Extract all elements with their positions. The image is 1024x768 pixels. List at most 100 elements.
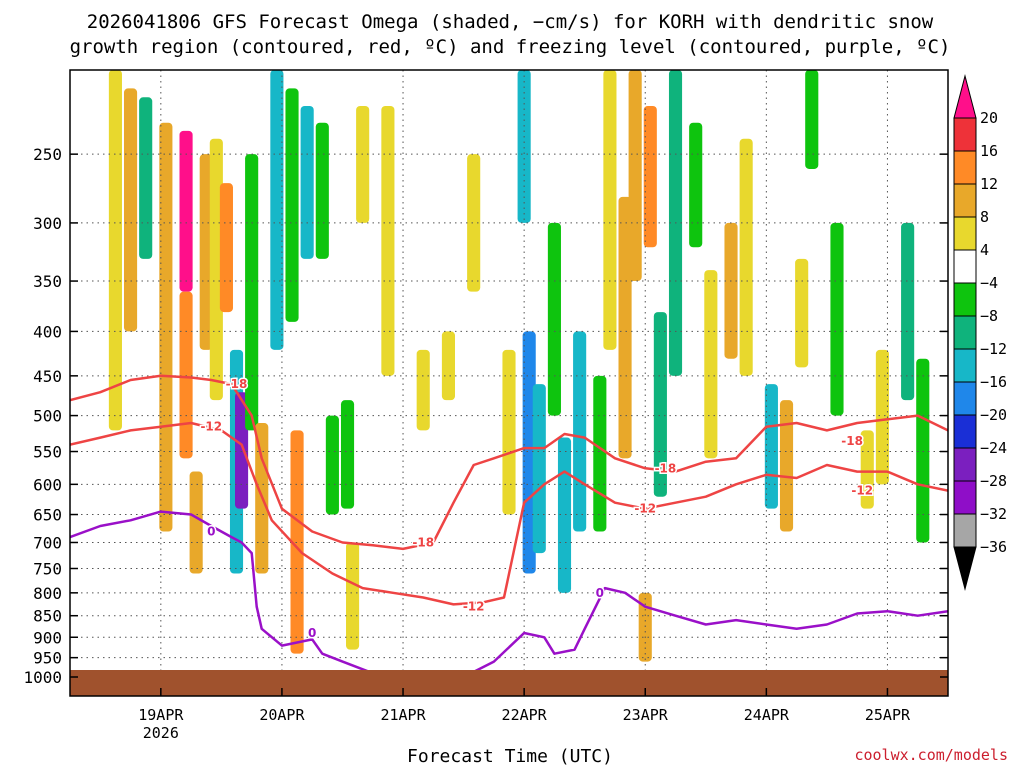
omega-cell	[628, 70, 642, 282]
omega-cell	[199, 154, 213, 350]
omega-cell	[159, 122, 173, 532]
omega-cell	[805, 70, 819, 169]
x-tick-label: 22APR	[502, 706, 548, 724]
omega-cell	[643, 105, 657, 248]
colorbar-label: 16	[980, 142, 998, 160]
omega-cell	[300, 105, 314, 259]
colorbar: 20 16 12 8 4 −4 −8 −12 −16 −20 −24 −28 −32 −36	[953, 74, 1007, 591]
y-tick-label: 500	[33, 407, 62, 426]
omega-cell	[441, 331, 456, 401]
contour-label: -18	[412, 535, 434, 549]
contour-label: -18	[841, 434, 863, 448]
y-tick-label: 550	[33, 443, 62, 462]
contour-line	[70, 421, 948, 606]
omega-cell	[108, 70, 122, 431]
colorbar-bin	[953, 447, 977, 482]
omega-cell	[875, 349, 889, 485]
x-tick-label: 19APR	[138, 706, 184, 724]
y-tick-label: 700	[33, 533, 62, 552]
colorbar-triangle-bottom	[953, 546, 977, 591]
omega-cell	[739, 138, 753, 376]
colorbar-label: −36	[980, 538, 1007, 556]
omega-cell	[416, 349, 430, 431]
contour-label: -18	[226, 377, 248, 391]
colorbar-label: −20	[980, 406, 1007, 424]
contour-label: -12	[634, 502, 656, 516]
omega-cell	[724, 222, 738, 359]
omega-cell	[189, 471, 203, 574]
omega-cell	[179, 130, 193, 292]
colorbar-label: 12	[980, 175, 998, 193]
omega-cell	[618, 196, 632, 459]
omega-cell	[557, 437, 572, 593]
contour-line	[70, 374, 948, 551]
omega-cell	[532, 384, 546, 554]
omega-cell	[325, 415, 339, 515]
omega-cell	[689, 122, 703, 248]
omega-cell	[235, 392, 249, 509]
chart-title-line-2: growth region (contoured, red, ºC) and f…	[70, 36, 951, 58]
x-tick-label: 21APR	[380, 706, 426, 724]
omega-cell	[593, 375, 607, 532]
x-tick-label: 20APR	[259, 706, 305, 724]
omega-cell	[573, 331, 587, 532]
colorbar-bin	[953, 414, 977, 449]
contour-label: -18	[655, 461, 677, 475]
omega-cell	[522, 331, 536, 574]
colorbar-label: 8	[980, 208, 989, 226]
chart-title-line-1: 2026041806 GFS Forecast Omega (shaded, −…	[87, 11, 934, 33]
x-tick-sublabel: 2026	[143, 724, 179, 742]
omega-cell	[270, 70, 284, 350]
credit-text: coolwx.com/models	[854, 746, 1008, 764]
omega-cell	[764, 384, 778, 509]
y-tick-label: 600	[33, 475, 62, 494]
colorbar-label: −16	[980, 373, 1007, 391]
omega-cell	[901, 222, 915, 401]
colorbar-bin	[953, 282, 977, 317]
contour-lines: -18 -18 -18 -18 -12 -12 -12 -12 0 0 0	[70, 374, 948, 679]
y-tick-label: 750	[33, 560, 62, 579]
colorbar-bin	[953, 216, 977, 251]
omega-cell	[179, 291, 193, 459]
omega-cell	[219, 183, 233, 313]
omega-cell	[340, 400, 355, 509]
omega-cell	[860, 430, 874, 509]
contour-label: 0	[207, 525, 215, 539]
colorbar-bin	[953, 249, 977, 284]
colorbar-label: −32	[980, 505, 1007, 523]
omega-cell	[123, 88, 138, 332]
x-tick-label: 23APR	[623, 706, 669, 724]
y-tick-label: 250	[33, 145, 62, 164]
colorbar-bin	[953, 381, 977, 416]
contour-label: -12	[463, 600, 485, 614]
omega-cell	[779, 400, 794, 532]
omega-cell	[356, 105, 370, 223]
y-tick-label: 650	[33, 506, 62, 525]
y-tick-label: 1000	[23, 668, 62, 687]
plot-frame	[69, 69, 949, 697]
colorbar-label: 4	[980, 241, 989, 259]
y-axis: 250 300 350 400 450 500 550 600 650 700 750 800 850 9…	[23, 145, 948, 687]
colorbar-bin	[953, 513, 977, 548]
omega-cell	[704, 270, 718, 459]
colorbar-bin	[953, 480, 977, 515]
colorbar-triangle-top	[953, 74, 977, 119]
omega-cell	[916, 358, 930, 543]
y-tick-label: 950	[33, 649, 62, 668]
omega-cell	[467, 154, 481, 292]
omega-cell	[315, 122, 329, 259]
omega-shading	[108, 70, 930, 662]
omega-cell	[547, 222, 561, 416]
y-tick-label: 900	[33, 628, 62, 647]
colorbar-bin	[953, 315, 977, 350]
x-axis-label: Forecast Time (UTC)	[407, 746, 613, 767]
omega-cell	[653, 312, 667, 497]
omega-cell	[139, 97, 153, 259]
omega-cell	[830, 222, 844, 416]
y-tick-label: 450	[33, 367, 62, 386]
omega-cell	[209, 138, 223, 401]
omega-cell	[290, 430, 304, 654]
colorbar-label: 20	[980, 109, 998, 127]
